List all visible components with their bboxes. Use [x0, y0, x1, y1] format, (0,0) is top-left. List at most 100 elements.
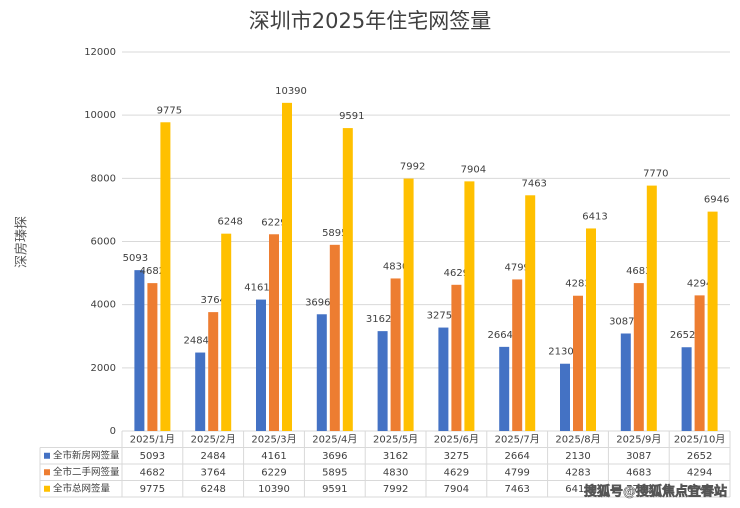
- x-tick-label: 2025/8月: [555, 433, 600, 445]
- bar: [525, 195, 536, 431]
- bar: [316, 314, 327, 431]
- bar: [221, 233, 232, 431]
- table-cell: 4161: [261, 451, 286, 462]
- y-tick-label: 12000: [84, 47, 116, 58]
- table-cell: 4830: [383, 467, 408, 478]
- table-cell: 4682: [140, 467, 165, 478]
- data-label: 4294: [687, 278, 712, 289]
- data-label: 4629: [444, 268, 469, 279]
- data-label: 4283: [565, 279, 590, 290]
- data-label: 6413: [582, 211, 607, 222]
- bar: [195, 352, 206, 431]
- data-label: 4799: [504, 262, 529, 273]
- bar: [160, 122, 171, 431]
- data-label: 2484: [183, 336, 208, 347]
- table-cell: 6413: [565, 484, 590, 495]
- table-cell: 9591: [322, 484, 347, 495]
- data-label: 9591: [339, 111, 364, 122]
- data-label: 2130: [548, 347, 573, 358]
- x-tick-label: 2025/4月: [312, 433, 357, 445]
- y-tick-label: 8000: [91, 173, 116, 184]
- y-tick-label: 2000: [91, 363, 116, 374]
- x-tick-label: 2025/6月: [434, 433, 479, 445]
- table-cell: 4294: [687, 467, 712, 478]
- bar: [694, 295, 705, 431]
- legend-swatch: [44, 452, 50, 459]
- bar: [560, 363, 570, 431]
- data-label: 7992: [400, 162, 425, 173]
- legend-label: 全市二手网签量: [53, 466, 120, 478]
- table-cell: 7770: [626, 484, 651, 495]
- table-cell: 7904: [444, 484, 469, 495]
- data-label: 3087: [609, 317, 634, 328]
- table-cell: 2130: [565, 451, 590, 462]
- x-tick-label: 2025/2月: [191, 433, 236, 445]
- data-label: 7904: [461, 164, 486, 175]
- data-label: 2664: [487, 330, 512, 341]
- data-label: 4830: [383, 261, 408, 272]
- table-cell: 4799: [504, 467, 529, 478]
- y-axis-label: 深房瑧探: [14, 216, 30, 268]
- x-tick-label: 2025/1月: [130, 433, 175, 445]
- x-tick-label: 2025/10月: [674, 433, 726, 445]
- y-tick-label: 10000: [84, 110, 116, 121]
- table-cell: 6946: [687, 484, 712, 495]
- data-label: 6229: [261, 217, 286, 228]
- bar: [464, 181, 475, 431]
- table-cell: 3087: [626, 451, 651, 462]
- table-cell: 3764: [200, 467, 225, 478]
- watermark: 搜狐号@搜狐焦点宜春站: [584, 484, 727, 500]
- y-tick-label: 4000: [91, 300, 116, 311]
- x-tick-label: 2025/7月: [495, 433, 540, 445]
- table-cell: 4683: [626, 467, 651, 478]
- table-cell: 9775: [140, 484, 165, 495]
- table-cell: 3275: [444, 451, 469, 462]
- bar: [438, 327, 449, 431]
- data-label: 3764: [200, 295, 225, 306]
- table-cell: 6229: [261, 467, 286, 478]
- bar: [208, 312, 219, 431]
- x-tick-label: 2025/5月: [373, 433, 418, 445]
- table-cell: 7992: [383, 484, 408, 495]
- legend-label: 全市新房网签量: [53, 449, 120, 461]
- table-cell: 4283: [565, 467, 590, 478]
- legend-label: 全市总网签量: [53, 482, 111, 494]
- x-tick-label: 2025/9月: [616, 433, 661, 445]
- bar: [681, 347, 692, 431]
- legend-swatch: [44, 469, 50, 476]
- data-label: 7770: [643, 169, 668, 180]
- table-cell: 3696: [322, 451, 347, 462]
- data-label: 3162: [366, 314, 391, 325]
- bar: [707, 211, 718, 431]
- table-cell: 3162: [383, 451, 408, 462]
- data-label: 3275: [427, 311, 452, 322]
- data-label: 5093: [123, 253, 148, 264]
- table-cell: 2664: [504, 451, 529, 462]
- y-tick-label: 0: [110, 426, 116, 437]
- table-cell: 5895: [322, 467, 347, 478]
- data-label: 4682: [140, 266, 165, 277]
- bar: [256, 299, 266, 431]
- bar: [269, 234, 279, 431]
- bar: [586, 228, 596, 431]
- table-cell: 2484: [200, 451, 225, 462]
- bar: [329, 244, 340, 431]
- bar: [282, 102, 292, 431]
- table-cell: 6248: [200, 484, 225, 495]
- y-tick-label: 6000: [91, 237, 116, 248]
- bar: [499, 346, 510, 431]
- bar: [147, 283, 158, 431]
- data-label: 3696: [305, 297, 330, 308]
- x-tick-label: 2025/3月: [251, 433, 296, 445]
- data-label: 6248: [217, 217, 242, 228]
- bar: [451, 284, 462, 431]
- data-label: 10390: [275, 86, 307, 97]
- data-label: 2652: [670, 330, 695, 341]
- data-label: 7463: [521, 178, 546, 189]
- chart-title: 深圳市2025年住宅网签量: [249, 9, 491, 33]
- bar: [512, 279, 523, 431]
- bar: [390, 278, 401, 431]
- bar: [633, 283, 644, 431]
